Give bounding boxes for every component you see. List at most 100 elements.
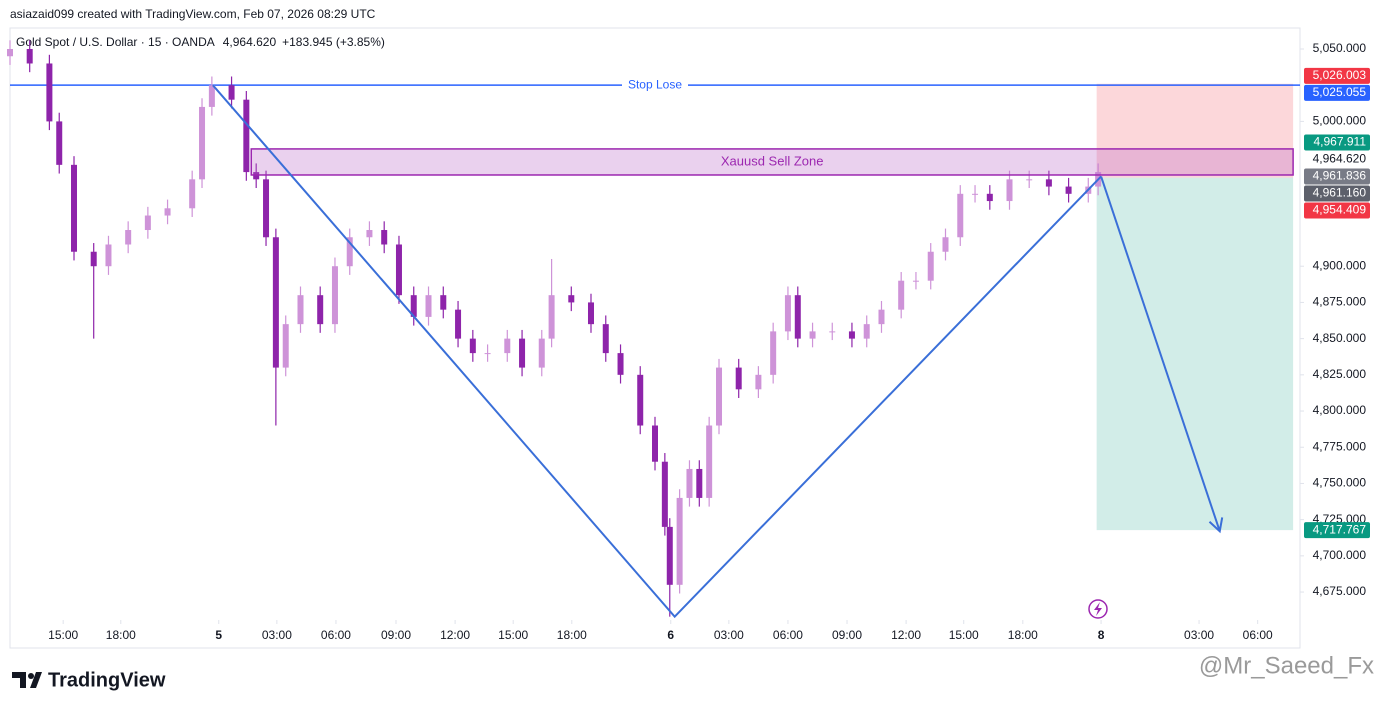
candle-body — [440, 295, 447, 310]
x-tick-label: 06:00 — [773, 628, 803, 642]
candle-body — [912, 280, 919, 282]
candle-body — [1006, 179, 1013, 202]
candle-body — [602, 324, 609, 354]
x-tick-label: 03:00 — [714, 628, 744, 642]
candle-body — [189, 179, 196, 209]
price-label-box — [1304, 202, 1370, 219]
candle-body — [848, 331, 855, 339]
candle-body — [469, 338, 476, 354]
x-tick-label: 06:00 — [321, 628, 351, 642]
x-tick-label: 03:00 — [262, 628, 292, 642]
price-label: 5,025.055 — [1313, 85, 1367, 99]
price-label-box — [1304, 151, 1370, 168]
source-note: asiazaid099 created with TradingView.com… — [10, 7, 376, 21]
candle-body — [297, 295, 304, 325]
candle-body — [972, 193, 979, 195]
candle-body — [208, 85, 215, 107]
y-tick-label: 4,900.000 — [1313, 258, 1367, 272]
candle-body — [794, 295, 801, 339]
price-label-box — [1304, 522, 1370, 539]
candle-body — [455, 309, 462, 339]
stop-label: Stop Lose — [628, 77, 682, 91]
candle-body — [716, 367, 723, 426]
candle-body — [1045, 179, 1052, 187]
candle-body — [484, 353, 491, 355]
arrow-line — [1100, 176, 1221, 532]
trend-line — [212, 84, 1102, 619]
arrow-head — [1208, 517, 1224, 534]
candle-body — [770, 331, 777, 375]
candle-body — [1026, 179, 1033, 181]
candle-body — [676, 497, 683, 585]
candle-body — [282, 324, 289, 368]
y-tick-label: 4,700.000 — [1313, 548, 1367, 562]
candle-body — [637, 374, 644, 426]
candle-body — [26, 48, 33, 64]
candle-body — [125, 230, 132, 245]
price-label: 4,717.767 — [1313, 522, 1367, 536]
candle-body — [504, 338, 511, 354]
x-tick-label: 8 — [1098, 628, 1105, 642]
candle-body — [863, 324, 870, 339]
candle-body — [587, 302, 594, 325]
candle-body — [986, 193, 993, 202]
price-label: 5,026.003 — [1313, 68, 1367, 82]
y-tick-label: 4,825.000 — [1313, 367, 1367, 381]
candle-body — [395, 244, 402, 296]
symbol-header: Gold Spot / U.S. Dollar · 15 · OANDA 4,9… — [16, 35, 385, 49]
candle-body — [1065, 186, 1072, 194]
candle-body — [686, 468, 693, 498]
brand-logo[interactable]: TradingView — [12, 669, 166, 691]
candle-body — [538, 338, 545, 368]
price-label-box — [1304, 84, 1370, 101]
price-label: 4,961.160 — [1313, 186, 1367, 200]
candle-body — [927, 251, 934, 281]
candle-body — [661, 461, 668, 527]
price-label-box — [1304, 185, 1370, 202]
candle-body — [346, 237, 353, 267]
candle-body — [898, 280, 905, 310]
x-tick-label: 18:00 — [106, 628, 136, 642]
x-tick-label: 15:00 — [498, 628, 528, 642]
sell-zone — [250, 148, 1294, 176]
watermark: @Mr_Saeed_Fx — [1199, 652, 1374, 679]
last-price: 4,964.620 — [223, 35, 277, 49]
candle-body — [755, 374, 762, 390]
y-tick-label: 4,675.000 — [1313, 584, 1367, 598]
candle-body — [144, 215, 151, 231]
candle-body — [381, 230, 388, 245]
x-tick-label: 15:00 — [949, 628, 979, 642]
y-tick-label: 5,000.000 — [1313, 114, 1367, 128]
y-tick-label: 4,750.000 — [1313, 476, 1367, 490]
price-label-box — [1304, 168, 1370, 185]
candle-body — [706, 425, 713, 498]
candle-body — [410, 295, 417, 317]
candle-body — [666, 526, 673, 585]
candle-body — [809, 331, 816, 339]
candle-body — [366, 230, 373, 238]
candle-body — [568, 295, 575, 303]
candle-body — [331, 266, 338, 325]
candle-body — [199, 106, 206, 180]
candle-body — [317, 295, 324, 325]
alert-icon[interactable] — [1088, 599, 1108, 619]
x-tick-label: 5 — [215, 628, 222, 642]
candle-body — [548, 295, 555, 339]
position-reward — [1096, 177, 1294, 531]
plot-frame — [9, 27, 1301, 649]
x-tick-label: 03:00 — [1184, 628, 1214, 642]
candle-body — [7, 48, 13, 57]
y-tick-label: 4,775.000 — [1313, 439, 1367, 453]
candle-body — [272, 237, 279, 368]
candle-body — [425, 295, 432, 317]
candle-body — [105, 244, 112, 267]
candle-body — [652, 425, 658, 462]
x-tick-label: 09:00 — [832, 628, 862, 642]
stop-label-bg — [622, 77, 688, 94]
candle-body — [263, 179, 270, 238]
symbol-title: Gold Spot / U.S. Dollar · 15 · OANDA — [16, 35, 215, 49]
candle-body — [519, 338, 526, 368]
y-tick-label: 4,875.000 — [1313, 295, 1367, 309]
candle-body — [829, 331, 836, 333]
